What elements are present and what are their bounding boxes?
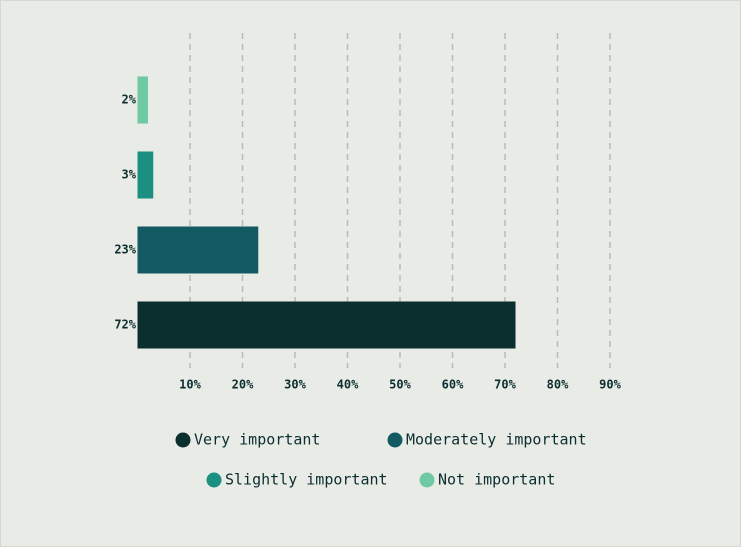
bar [137, 76, 148, 124]
x-tick-label: 20% [232, 378, 254, 392]
legend-marker [419, 472, 435, 488]
x-tick-label: 50% [389, 378, 411, 392]
legend-label: Moderately important [406, 431, 587, 449]
legend-label: Very important [194, 431, 320, 449]
value-label: 23% [114, 243, 136, 257]
legend-marker [206, 472, 222, 488]
legend-label: Slightly important [225, 471, 388, 489]
legend-marker [175, 432, 191, 448]
bar [137, 226, 259, 274]
value-label: 3% [122, 168, 137, 182]
bar [137, 301, 516, 349]
x-tick-label: 60% [442, 378, 464, 392]
legend-marker [387, 432, 403, 448]
bar [137, 151, 154, 199]
x-tick-label: 70% [494, 378, 516, 392]
value-label: 2% [122, 93, 137, 107]
legend-label: Not important [438, 471, 555, 489]
x-tick-label: 10% [179, 378, 201, 392]
value-label: 72% [114, 318, 136, 332]
x-tick-label: 90% [599, 378, 621, 392]
x-tick-label: 30% [284, 378, 306, 392]
x-tick-label: 80% [547, 378, 569, 392]
x-tick-label: 40% [337, 378, 359, 392]
